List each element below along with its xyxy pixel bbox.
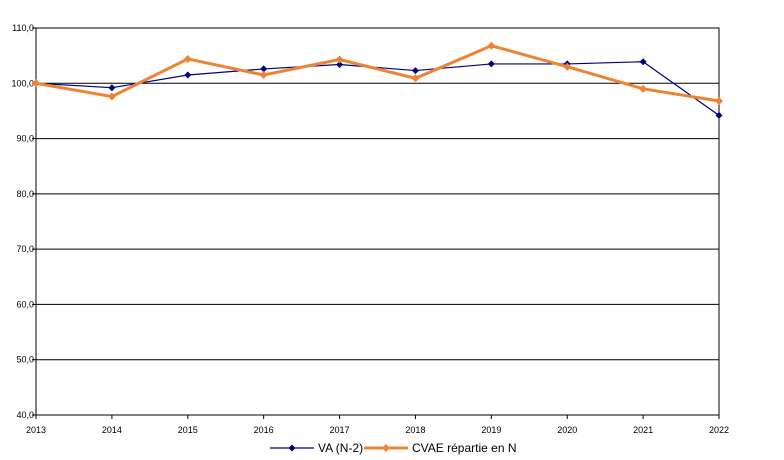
x-tick-label: 2016 <box>254 425 274 435</box>
y-tick-label: 110,0 <box>12 23 34 33</box>
series-point <box>715 111 723 119</box>
x-tick-label: 2019 <box>481 425 501 435</box>
legend-swatch-marker <box>288 444 296 452</box>
series-point <box>411 67 419 75</box>
x-tick-label: 2021 <box>633 425 653 435</box>
y-tick-label: 70,0 <box>16 244 34 254</box>
x-tick-label: 2022 <box>709 425 729 435</box>
series-point <box>108 84 116 92</box>
y-tick-label: 90,0 <box>16 134 34 144</box>
y-tick-label: 60,0 <box>16 299 34 309</box>
legend-label: CVAE répartie en N <box>412 441 517 455</box>
y-tick-label: 50,0 <box>16 355 34 365</box>
y-tick-label: 80,0 <box>16 189 34 199</box>
series-point <box>183 54 192 63</box>
series-point <box>107 92 116 101</box>
series-point <box>487 41 496 50</box>
x-tick-label: 2014 <box>102 425 122 435</box>
series-point <box>184 71 192 79</box>
y-tick-label: 100,0 <box>11 78 34 88</box>
series-point <box>335 55 344 64</box>
series-point <box>639 84 648 93</box>
series-point <box>715 96 723 105</box>
series-point <box>260 65 268 73</box>
x-tick-label: 2018 <box>405 425 425 435</box>
series-point <box>336 60 344 68</box>
legend: VA (N-2) CVAE répartie en N <box>270 441 517 455</box>
x-tick-label: 2013 <box>26 425 46 435</box>
x-tick-label: 2017 <box>330 425 350 435</box>
series-point <box>487 60 495 68</box>
series-point <box>259 70 268 79</box>
x-axis-ticks: 2013 2014 2015 2016 2017 2018 2019 2020 2021 2022 <box>26 415 729 435</box>
y-tick-label: 40,0 <box>16 410 34 420</box>
y-axis-ticks: 40,0 50,0 60,0 70,0 80,0 90,0 100,0 110,0 <box>11 23 36 420</box>
legend-label: VA (N-2) <box>318 441 363 455</box>
series <box>32 41 723 119</box>
legend-swatch-marker <box>382 444 390 452</box>
x-tick-label: 2020 <box>557 425 577 435</box>
plot-area-border <box>35 27 720 416</box>
series-point <box>563 62 572 71</box>
series-point <box>32 79 40 88</box>
x-tick-label: 2015 <box>178 425 198 435</box>
gridlines <box>36 82 719 361</box>
series-point <box>411 74 420 83</box>
series-line <box>35 44 720 103</box>
series-point <box>639 58 647 66</box>
